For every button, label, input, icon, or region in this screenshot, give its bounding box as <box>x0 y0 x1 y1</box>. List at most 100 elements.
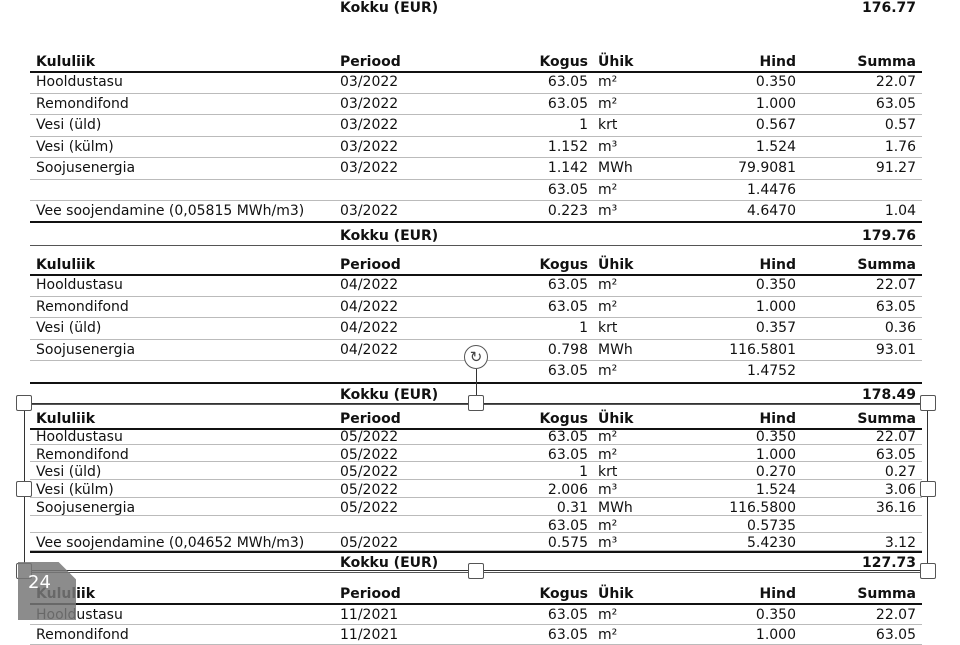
cell-period: Kokku (EUR) <box>340 387 439 403</box>
cell-item: Soojusenergia <box>36 341 136 358</box>
cell-sum: 63.05 <box>875 95 916 112</box>
cell-item: Vesi (üld) <box>36 464 102 481</box>
row-rule <box>30 461 922 463</box>
row-rule <box>30 157 922 158</box>
cell-unit: m³ <box>598 138 618 155</box>
cell-price: Hind <box>759 54 796 70</box>
cell-period: Periood <box>340 54 401 70</box>
cell-sum: Summa <box>857 411 916 427</box>
cell-qty: 63.05 <box>547 277 588 293</box>
header-rule <box>30 71 922 73</box>
cell-item: Remondifond <box>36 627 129 643</box>
cell-sum: Summa <box>857 54 916 70</box>
table-row: Hooldustasu 05/2022 63.05 m² 0.350 22.07 <box>30 427 922 447</box>
resize-handle-top[interactable] <box>468 395 484 411</box>
cell-qty: 1 <box>579 464 588 481</box>
table-row: Vesi (külm) 05/2022 2.006 m³ 1.524 3.06 <box>30 480 922 500</box>
cell-qty: 63.05 <box>547 429 588 445</box>
cell-period: 05/2022 <box>340 446 399 463</box>
cell-unit: Ühik <box>598 257 634 273</box>
cell-price: 0.350 <box>755 277 796 293</box>
row-rule <box>30 532 922 534</box>
cell-period: 03/2022 <box>340 203 399 219</box>
cell-sum: 0.36 <box>884 320 916 336</box>
resize-handle-right[interactable] <box>920 481 936 497</box>
row-rule <box>30 200 922 201</box>
row-rule <box>30 114 922 115</box>
cell-sum: 63.05 <box>875 446 916 463</box>
cell-sum: 22.07 <box>875 429 916 445</box>
cell-qty: 63.05 <box>547 298 588 315</box>
cell-unit: m² <box>598 517 618 534</box>
resize-handle-top-left[interactable] <box>16 395 32 411</box>
cell-sum: 22.07 <box>875 607 916 623</box>
cell-period: Periood <box>340 586 401 602</box>
header-rule <box>30 274 922 276</box>
cell-period: Kokku (EUR) <box>340 555 439 571</box>
table-row: Hooldustasu 03/2022 63.05 m² 0.350 22.07 <box>30 72 922 92</box>
table-row: 63.05 m² 1.4752 <box>30 361 922 381</box>
cell-item: Kululiik <box>36 411 96 427</box>
cell-sum: 176.77 <box>861 0 916 16</box>
resize-handle-bottom[interactable] <box>468 563 484 579</box>
cell-price: 0.270 <box>755 464 796 481</box>
table-row: Soojusenergia 05/2022 0.31 MWh 116.5800 36.16 <box>30 498 922 518</box>
cell-item: Hooldustasu <box>36 277 123 293</box>
cell-period: 03/2022 <box>340 95 399 112</box>
cell-sum: 36.16 <box>875 499 916 516</box>
cell-unit: m² <box>598 277 618 293</box>
cell-price: 1.000 <box>755 627 796 643</box>
total-row: Kokku (EUR) 176.77 <box>30 0 922 18</box>
cell-unit: m³ <box>598 535 618 552</box>
cell-price: Hind <box>759 586 796 602</box>
cell-item: Soojusenergia <box>36 499 136 516</box>
cell-price: 1.4752 <box>747 363 796 379</box>
table-row: Remondifond 05/2022 63.05 m² 1.000 63.05 <box>30 445 922 465</box>
cell-period: 05/2022 <box>340 482 399 499</box>
resize-handle-left[interactable] <box>16 481 32 497</box>
cell-qty: 0.31 <box>556 499 588 516</box>
row-rule <box>30 624 922 625</box>
cell-price: 1.000 <box>755 95 796 112</box>
selection-box[interactable] <box>24 403 928 571</box>
cell-price: 116.5800 <box>729 499 796 516</box>
cell-price: 0.567 <box>755 117 796 133</box>
cell-unit: Ühik <box>598 586 634 602</box>
cell-period: 05/2022 <box>340 429 399 445</box>
table-row: 63.05 m² 0.5735 <box>30 516 922 536</box>
cell-qty: 1 <box>579 320 588 336</box>
cell-qty: 63.05 <box>547 517 588 534</box>
cell-unit: m³ <box>598 482 618 499</box>
cell-period: 04/2022 <box>340 298 399 315</box>
cell-price: Hind <box>759 257 796 273</box>
total-rule <box>30 551 922 553</box>
row-rule <box>30 295 922 297</box>
cell-unit: m² <box>598 181 618 198</box>
resize-handle-top-right[interactable] <box>920 395 936 411</box>
cell-period: Kokku (EUR) <box>340 0 439 16</box>
cell-period: 05/2022 <box>340 499 399 516</box>
cell-sum: 22.07 <box>875 74 916 90</box>
cell-sum: 93.01 <box>875 341 916 358</box>
cell-sum: 1.04 <box>884 203 916 219</box>
cell-price: 1.524 <box>755 138 796 155</box>
rotate-handle-icon[interactable]: ↻ <box>464 345 488 369</box>
table-row: Remondifond 11/2021 63.05 m² 1.000 63.05 <box>30 625 922 645</box>
cell-qty: Kogus <box>539 586 588 602</box>
cell-item: Vesi (üld) <box>36 320 102 336</box>
cell-period: 03/2022 <box>340 138 399 155</box>
cell-unit: m² <box>598 363 618 379</box>
header-rule <box>30 428 922 430</box>
resize-handle-bottom-right[interactable] <box>920 563 936 579</box>
row-rule <box>30 479 922 481</box>
cell-price: 1.4476 <box>747 181 796 198</box>
cell-unit: krt <box>598 117 618 133</box>
cell-sum: 63.05 <box>875 298 916 315</box>
cell-sum: 179.76 <box>861 228 916 244</box>
row-rule <box>30 443 922 445</box>
table-row: Vesi (üld) 04/2022 1 krt 0.357 0.36 <box>30 318 922 338</box>
cell-sum: 178.49 <box>861 387 916 403</box>
